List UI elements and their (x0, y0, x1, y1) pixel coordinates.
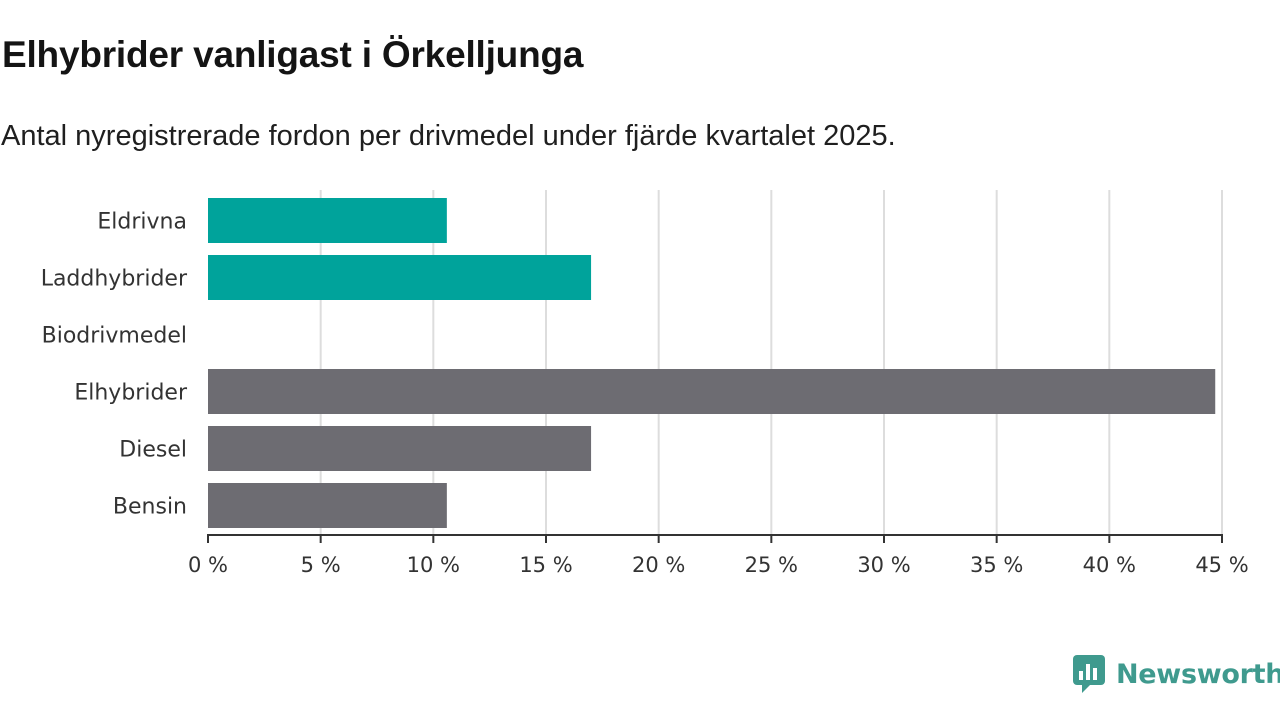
x-tick-label: 45 % (1195, 553, 1248, 577)
bar-chart: Eldrivna Laddhybrider Biodrivmedel Elhybrid… (41, 190, 1249, 577)
bar-laddhybrider (208, 255, 592, 300)
category-labels: Eldrivna Laddhybrider Biodrivmedel Elhybrid… (41, 210, 188, 520)
category-label: Diesel (119, 438, 187, 463)
newsworthy-logo: Newsworthy (1072, 654, 1280, 694)
bars (208, 198, 1216, 528)
category-label: Bensin (113, 495, 187, 520)
x-tick-label: 40 % (1083, 553, 1136, 577)
category-label: Biodrivmedel (42, 324, 187, 349)
x-tick-label: 30 % (857, 553, 910, 577)
x-tick-label: 10 % (407, 553, 460, 577)
category-label: Eldrivna (97, 210, 187, 235)
x-tick-label: 5 % (301, 553, 341, 577)
chart-title: Elhybrider vanligast i Örkelljunga (2, 34, 584, 75)
x-tick-label: 20 % (632, 553, 685, 577)
chart-subtitle: Antal nyregistrerade fordon per drivmede… (1, 120, 896, 152)
category-label: Elhybrider (74, 381, 188, 406)
bar-bensin (208, 483, 447, 528)
gridlines (319, 190, 1223, 535)
x-tick-label: 15 % (519, 553, 572, 577)
category-label: Laddhybrider (41, 267, 188, 292)
newsworthy-logo-text: Newsworthy (1116, 658, 1280, 690)
newsworthy-logo-icon (1073, 655, 1105, 693)
bar-diesel (208, 426, 592, 471)
bar-elhybrider (208, 369, 1216, 414)
x-tick-label: 0 % (188, 553, 228, 577)
x-tick-label: 35 % (970, 553, 1023, 577)
x-axis: 0 % 5 % 10 % 15 % 20 % 25 % 30 % 35 % 40 % 45 % (188, 534, 1249, 577)
bar-eldrivna (208, 198, 447, 243)
x-tick-label: 25 % (745, 553, 798, 577)
